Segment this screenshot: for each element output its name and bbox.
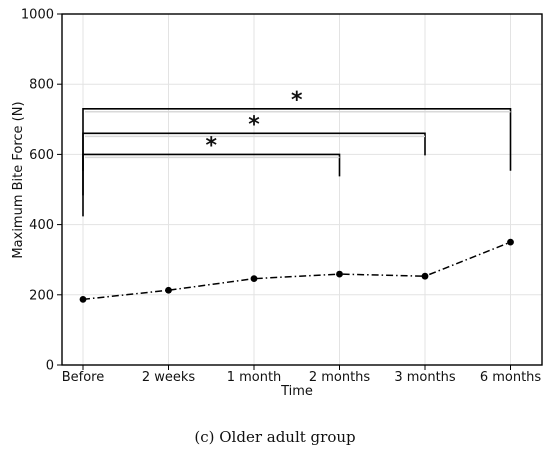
grid-lines — [62, 14, 542, 365]
significance-star: * — [248, 112, 260, 137]
x-axis: Before 2 weeks 1 month 2 months 3 months 6 mo… — [62, 365, 542, 385]
data-point — [79, 295, 87, 303]
y-axis: 0 200 400 600 800 1000 — [21, 8, 62, 374]
significance-brackets: * * * — [82, 88, 512, 217]
y-axis-label: Maximum Bite Force (N) — [11, 101, 26, 258]
significance-star: * — [205, 133, 217, 158]
significance-star: * — [291, 88, 303, 113]
y-tick-label: 400 — [29, 218, 54, 233]
x-tick-label: 3 months — [394, 370, 456, 385]
series-line — [82, 241, 511, 301]
figure-caption: (c) Older adult group — [194, 428, 356, 446]
data-point — [250, 275, 258, 283]
x-tick-label: 2 weeks — [142, 370, 196, 385]
x-tick-label: Before — [62, 370, 105, 385]
y-tick-label: 800 — [29, 78, 54, 93]
x-tick-label: 1 month — [227, 370, 282, 385]
x-axis-label: Time — [280, 384, 313, 399]
significance-bracket — [82, 107, 512, 171]
data-point — [165, 286, 172, 294]
x-tick-label: 2 months — [309, 370, 371, 385]
x-tick-label: 6 months — [480, 370, 542, 385]
data-point — [336, 270, 343, 278]
significance-bracket — [82, 153, 341, 217]
y-tick-label: 0 — [46, 359, 54, 374]
plot-frame — [61, 13, 543, 366]
data-series — [79, 238, 514, 303]
y-tick-label: 200 — [29, 288, 54, 303]
data-point — [507, 238, 514, 246]
data-point — [421, 272, 429, 280]
y-tick-label: 1000 — [21, 8, 54, 23]
y-tick-label: 600 — [29, 148, 54, 163]
